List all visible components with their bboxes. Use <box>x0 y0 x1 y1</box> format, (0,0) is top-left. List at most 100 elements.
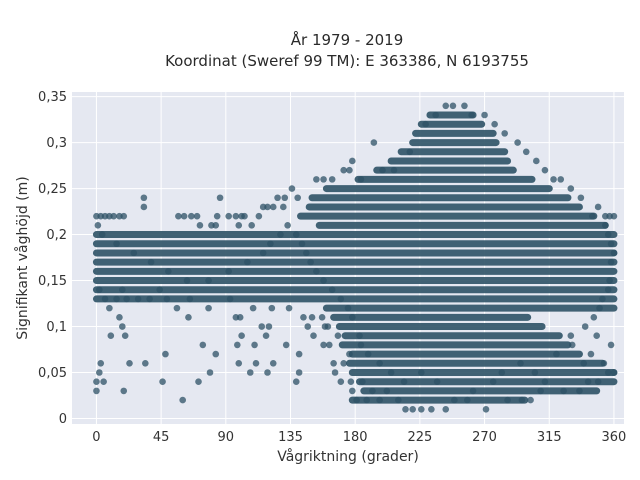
data-point <box>340 360 347 367</box>
y-tick-label: 0 <box>59 412 67 427</box>
data-point <box>248 222 255 229</box>
data-point <box>186 295 194 303</box>
data-point <box>602 222 609 229</box>
data-point <box>324 323 332 330</box>
data-point <box>337 295 345 303</box>
data-point <box>376 360 383 367</box>
data-point <box>255 212 263 220</box>
data-point <box>346 350 353 358</box>
data-point <box>269 360 277 367</box>
data-point <box>313 176 320 183</box>
data-point <box>119 286 126 294</box>
data-point <box>357 176 365 183</box>
data-point <box>185 314 192 321</box>
data-point <box>449 102 457 110</box>
data-point <box>292 231 300 238</box>
x-tick-label: 360 <box>602 430 627 445</box>
data-point <box>262 332 270 340</box>
data-point <box>527 396 534 404</box>
y-tick-label: 0,35 <box>38 90 67 105</box>
data-point <box>259 249 267 257</box>
data-point <box>251 341 258 349</box>
data-point <box>110 212 117 220</box>
data-point <box>349 314 356 321</box>
data-point <box>550 176 557 183</box>
data-point <box>359 378 366 385</box>
data-point <box>147 258 155 266</box>
data-point <box>294 194 301 202</box>
data-point <box>232 212 240 220</box>
data-point <box>212 222 220 229</box>
data-point <box>123 295 130 303</box>
data-point <box>179 396 186 404</box>
y-tick-label: 0,15 <box>38 274 67 289</box>
data-point <box>113 240 120 248</box>
data-point <box>376 396 383 404</box>
data-point <box>599 295 606 303</box>
data-point <box>330 360 337 367</box>
data-point <box>96 369 103 376</box>
data-point <box>264 203 271 211</box>
data-point <box>442 405 450 413</box>
data-point <box>98 231 106 238</box>
data-point <box>402 405 409 413</box>
data-point <box>379 166 386 174</box>
data-point <box>363 396 370 404</box>
data-point <box>107 332 115 340</box>
data-point <box>370 139 378 146</box>
data-point <box>142 360 149 367</box>
data-point <box>577 194 585 202</box>
data-point <box>163 295 171 303</box>
data-point <box>610 212 618 220</box>
y-axis-label: Signifikant våghöjd (m) <box>14 176 31 339</box>
data-point <box>533 157 540 165</box>
data-point <box>277 231 284 238</box>
data-point <box>518 396 526 404</box>
data-point <box>344 304 352 312</box>
data-point <box>97 360 105 367</box>
data-point <box>400 378 408 385</box>
data-point <box>576 387 583 395</box>
data-point <box>418 369 425 376</box>
data-point <box>422 120 429 128</box>
data-point <box>349 157 356 165</box>
data-point <box>369 387 376 395</box>
data-point <box>284 222 291 229</box>
data-point <box>120 212 128 220</box>
data-point <box>159 378 166 385</box>
data-point <box>126 360 133 367</box>
data-point <box>140 194 148 202</box>
data-point <box>498 369 506 376</box>
data-point <box>213 212 221 220</box>
data-point <box>468 111 475 119</box>
data-point <box>264 369 271 376</box>
data-point <box>292 378 300 385</box>
data-point <box>353 396 360 404</box>
data-point <box>409 405 416 413</box>
data-point <box>340 166 347 174</box>
x-tick-label: 135 <box>278 430 303 445</box>
data-point <box>100 378 107 385</box>
data-point <box>320 277 327 284</box>
data-point <box>433 378 441 385</box>
data-point <box>308 314 316 321</box>
data-point <box>491 120 498 128</box>
data-point <box>285 304 293 312</box>
chart-subtitle: Koordinat (Sweref 99 TM): E 363386, N 61… <box>165 52 529 70</box>
data-point <box>517 360 524 367</box>
x-tick-label: 225 <box>407 430 432 445</box>
data-point <box>258 323 266 330</box>
data-point <box>451 396 458 404</box>
data-point <box>212 350 220 358</box>
data-point <box>531 369 539 376</box>
data-point <box>288 185 296 192</box>
data-point <box>274 194 281 202</box>
data-point <box>140 203 148 211</box>
data-point <box>604 231 612 238</box>
data-point <box>541 378 549 385</box>
data-point <box>504 396 511 404</box>
data-point <box>481 111 488 119</box>
data-point <box>607 240 615 248</box>
data-point <box>146 295 153 303</box>
y-tick-label: 0,3 <box>46 136 67 151</box>
